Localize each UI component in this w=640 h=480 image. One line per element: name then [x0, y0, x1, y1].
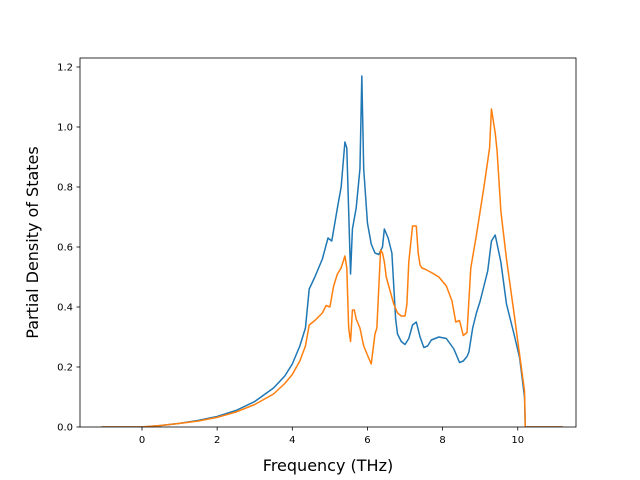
x-axis-title: Frequency (THz) — [263, 456, 393, 475]
x-tick-label: 0 — [139, 435, 145, 446]
x-tick-label: 8 — [439, 435, 445, 446]
series-line-1 — [101, 75, 563, 427]
y-tick-label: 0.8 — [57, 183, 73, 194]
x-tick-label: 6 — [364, 435, 370, 446]
y-tick-label: 1.0 — [57, 123, 73, 134]
plot-area — [80, 58, 576, 427]
y-tick-label: 0.0 — [57, 423, 73, 434]
plot-frame — [79, 57, 577, 428]
y-tick-label: 1.2 — [57, 63, 73, 74]
y-axis-title: Partial Density of States — [23, 146, 42, 338]
x-tick-label: 10 — [511, 435, 524, 446]
y-tick-label: 0.6 — [57, 243, 73, 254]
series-layer — [101, 75, 563, 427]
y-tick-label: 0.4 — [57, 303, 73, 314]
x-tick-label: 4 — [289, 435, 295, 446]
x-tick-label: 2 — [214, 435, 220, 446]
y-tick-label: 0.2 — [57, 363, 73, 374]
x-axis: 0 2 4 6 8 10 — [139, 427, 524, 446]
y-axis: 0.0 0.2 0.4 0.6 0.8 1.0 1.2 — [57, 63, 80, 434]
series-line-2 — [101, 108, 563, 427]
